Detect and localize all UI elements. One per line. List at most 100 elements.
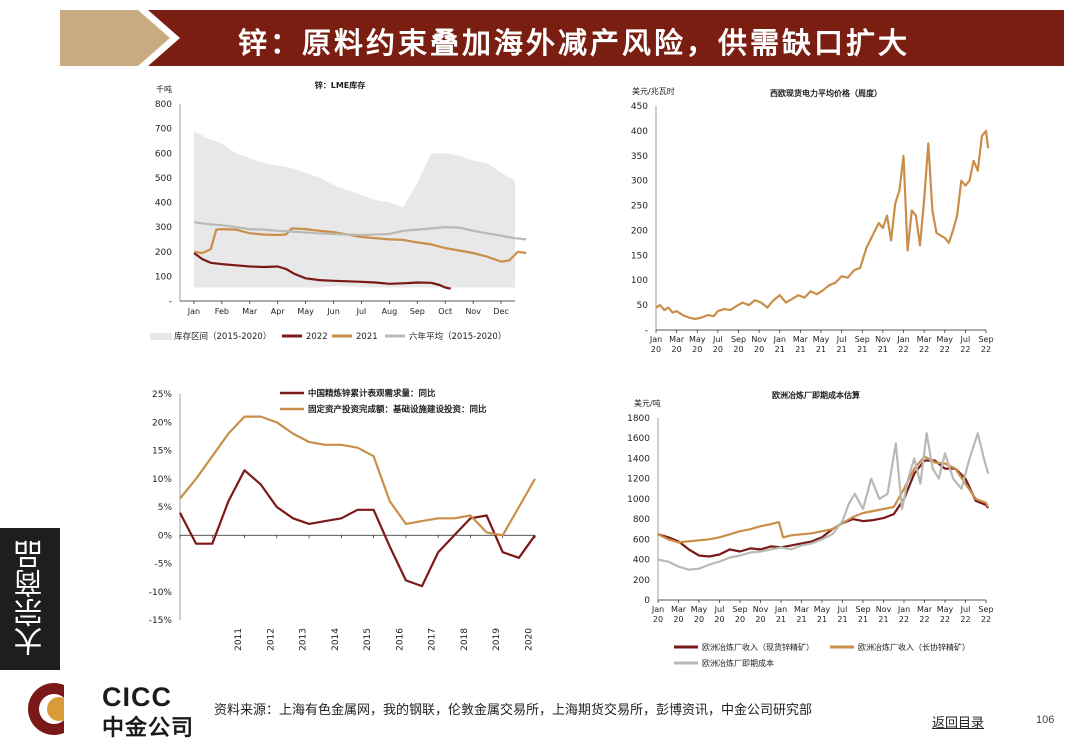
- y-tick-label: 400: [633, 556, 650, 566]
- y-tick-label: 400: [155, 199, 172, 209]
- x-tick-label: 2011: [234, 628, 244, 651]
- y-tick-label: 200: [631, 226, 648, 236]
- x-tick-label: Feb: [215, 307, 229, 316]
- x-tick-label: Nov: [465, 307, 481, 316]
- title-banner: 锌：原料约束叠加海外减产风险，供需缺口扩大: [60, 10, 1064, 66]
- x-tick-label: Mar: [242, 307, 258, 316]
- y-tick-label: -5%: [154, 560, 172, 570]
- x-tick-label: Sep 21: [855, 335, 870, 354]
- x-tick-label: Jul 20: [714, 605, 725, 624]
- x-tick-label: 2018: [460, 628, 470, 651]
- chart-title: 锌：LME库存: [315, 80, 366, 90]
- x-tick-label: Jan 20: [649, 335, 662, 354]
- series-line-2: [193, 221, 527, 241]
- x-tick-label: 2016: [395, 628, 405, 651]
- y-tick-label: 400: [631, 127, 648, 137]
- slide-title: 锌：原料约束叠加海外减产风险，供需缺口扩大: [238, 26, 911, 60]
- x-tick-label: May 22: [937, 605, 954, 624]
- x-tick-label: May 21: [813, 335, 830, 354]
- x-tick-label: Mar 21: [793, 335, 809, 354]
- chart-lme-inventory: 锌：LME库存 千吨 - 100 200 300 400 500 600 700 800 Jan Feb…: [130, 76, 530, 346]
- series-line-0: [657, 459, 990, 558]
- y-tick-label: 50: [637, 301, 649, 311]
- y-tick-label: 1000: [627, 495, 650, 505]
- x-tick-label: May 21: [814, 605, 831, 624]
- x-tick-label: 2014: [331, 628, 341, 651]
- y-tick-label: 600: [633, 535, 650, 545]
- y-tick-label: 300: [155, 223, 172, 233]
- y-tick-label: 0%: [158, 531, 173, 541]
- y-tick-label: 100: [155, 272, 172, 282]
- x-tick-label: Jul 21: [836, 335, 847, 354]
- logo-text-en: CICC: [102, 682, 172, 712]
- x-tick-label: Sep: [410, 307, 425, 316]
- x-tick-label: Mar 21: [794, 605, 810, 624]
- x-tick-label: Jul 21: [837, 605, 848, 624]
- x-tick-label: Aug: [382, 307, 398, 316]
- y-tick-label: -15%: [149, 616, 173, 626]
- series-line-2: [657, 432, 990, 571]
- x-tick-label: Jan 22: [897, 605, 910, 624]
- chart-china-demand: -15% -10% -5% 0% 5% 10% 15% 20% 25% 2011 2012 2013 2…: [130, 384, 599, 694]
- x-tick-label: 2012: [266, 628, 276, 651]
- y-axis-unit: 美元/吨: [634, 398, 661, 408]
- y-tick-label: 450: [631, 102, 648, 112]
- x-tick-label: Sep 22: [978, 605, 993, 624]
- y-tick-label: 1600: [627, 434, 650, 444]
- x-tick-label: Sep 21: [855, 605, 870, 624]
- x-tick-label: Jan 20: [651, 605, 664, 624]
- y-tick-label: -: [645, 326, 648, 336]
- banner-chevron: [60, 10, 170, 66]
- x-tick-label: Jul 22: [960, 335, 971, 354]
- x-tick-label: Nov 21: [876, 605, 892, 624]
- x-tick-label: May 20: [691, 605, 708, 624]
- x-tick-label: Jul: [356, 307, 367, 316]
- x-tick-label: 2015: [363, 628, 373, 651]
- x-tick-label: Oct: [438, 307, 452, 316]
- inventory-range-band: [194, 131, 515, 288]
- banner-shapes: [60, 10, 1064, 66]
- y-tick-label: 10%: [152, 475, 172, 485]
- x-tick-label: Nov 20: [753, 605, 769, 624]
- legend-label: 2022: [306, 332, 328, 342]
- x-tick-label: Mar 22: [917, 605, 933, 624]
- legend-label: 欧洲冶炼厂收入（现货锌精矿）: [702, 642, 814, 652]
- y-tick-label: -10%: [149, 588, 173, 598]
- x-tick-label: Jul 20: [712, 335, 723, 354]
- y-tick-label: 1200: [627, 475, 650, 485]
- series-line-0: [179, 469, 536, 588]
- chart-title: 欧洲冶炼厂即期成本估算: [772, 390, 860, 400]
- x-tick-label: Mar 22: [917, 335, 933, 354]
- y-tick-label: 150: [631, 251, 648, 261]
- x-tick-label: Jun: [326, 307, 340, 316]
- x-tick-label: Jan: [187, 307, 200, 316]
- x-tick-label: Mar 20: [671, 605, 687, 624]
- y-tick-label: 350: [631, 152, 648, 162]
- series-line-1: [657, 455, 990, 544]
- source-note: 资料来源：上海有色金属网，我的钢联，伦敦金属交易所，上海期货交易所，彭博资讯，中…: [214, 703, 813, 718]
- cicc-logo-mark: [28, 683, 86, 735]
- side-tab-label: 大宗商品: [13, 540, 47, 656]
- x-tick-label: Jan 21: [774, 605, 787, 624]
- legend-label: 中国精炼锌累计表观需求量：同比: [308, 388, 436, 399]
- chart-china-demand-svg: -15% -10% -5% 0% 5% 10% 15% 20% 25% 2011 2012 2013 2…: [149, 388, 599, 689]
- chart-lme-inventory-svg: 锌：LME库存 千吨 - 100 200 300 400 500 600 700 800 Jan Feb…: [150, 80, 527, 342]
- cicc-logo: CICC 中金公司: [20, 680, 210, 741]
- y-tick-label: 25%: [152, 390, 172, 400]
- side-tab: [0, 528, 60, 670]
- chart-eu-power: 西欧现货电力平均价格（周度） 美元/兆瓦时 - 50 100 150 200 250 300 35…: [626, 84, 1006, 364]
- x-tick-label: Jul 22: [960, 605, 971, 624]
- logo-text-cn: 中金公司: [102, 716, 195, 741]
- series-line-1: [179, 415, 536, 537]
- x-tick-label: Sep 20: [731, 335, 746, 354]
- legend-label: 六年平均（2015-2020）: [409, 331, 506, 342]
- y-tick-label: 250: [631, 202, 648, 212]
- y-tick-label: 800: [155, 100, 172, 110]
- legend-label: 库存区间（2015-2020）: [174, 331, 271, 342]
- y-tick-label: 300: [631, 177, 648, 187]
- banner-bar: [148, 10, 1064, 66]
- back-to-contents-link[interactable]: 返回目录: [932, 716, 985, 731]
- x-tick-label: Apr: [271, 307, 286, 316]
- y-axis-unit: 美元/兆瓦时: [632, 86, 675, 96]
